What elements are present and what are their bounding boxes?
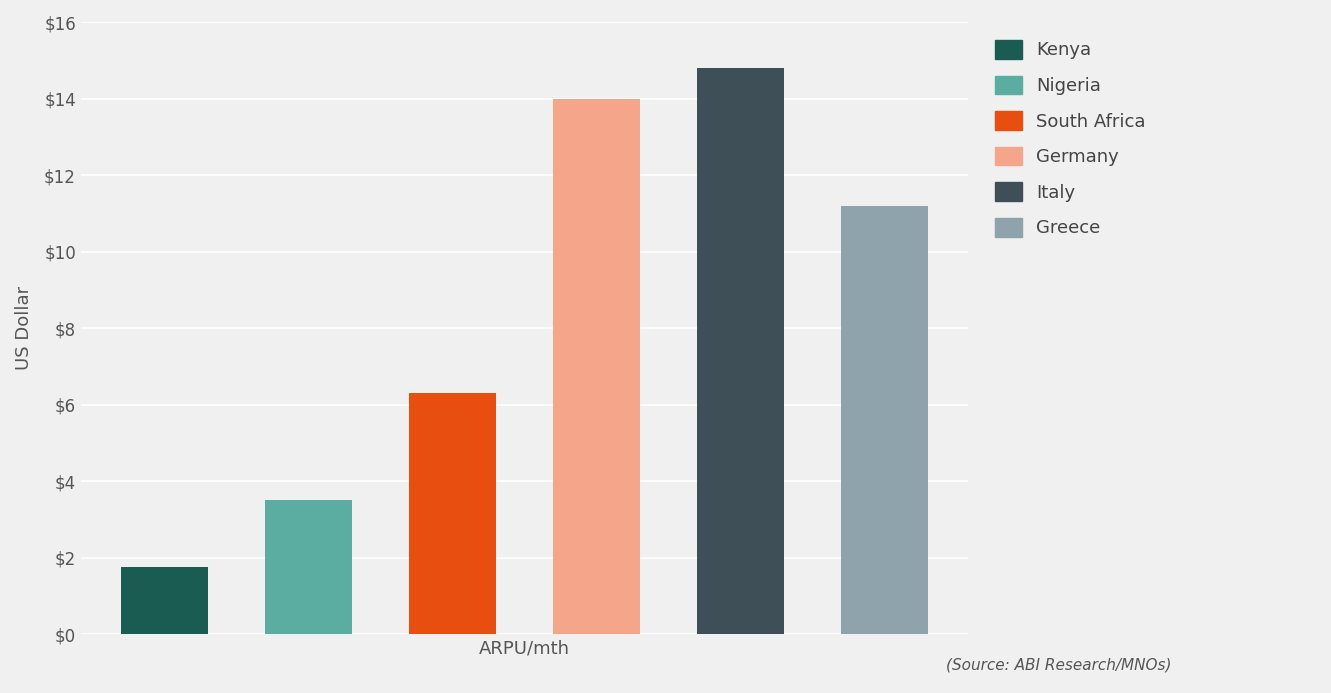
Bar [697, 68, 784, 634]
Bar [121, 568, 208, 634]
Bar [554, 98, 640, 634]
Bar [265, 500, 351, 634]
Bar [409, 393, 495, 634]
Y-axis label: US Dollar: US Dollar [15, 286, 33, 370]
Text: (Source: ABI Research/MNOs): (Source: ABI Research/MNOs) [946, 657, 1171, 672]
Legend: Kenya, Nigeria, South Africa, Germany, Italy, Greece: Kenya, Nigeria, South Africa, Germany, I… [986, 31, 1155, 247]
Bar [841, 206, 928, 634]
